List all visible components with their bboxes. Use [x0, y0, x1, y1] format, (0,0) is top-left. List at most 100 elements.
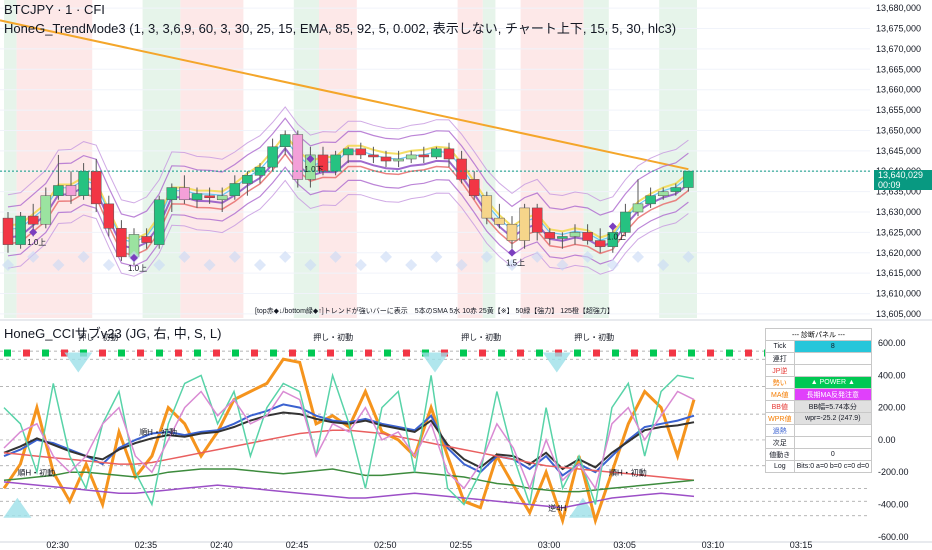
price-axis-label-0: 13,680,000 [876, 3, 921, 13]
candle-body-30 [380, 156, 392, 162]
cci-signal-square-7 [137, 349, 144, 357]
candle-body-29 [368, 154, 379, 158]
cci-signal-label-2: 押し・初動 [461, 332, 501, 342]
candle-50 [632, 179, 644, 217]
cci-signal-label-5: 順H・初動 [17, 467, 55, 477]
cci-signal-label-6: 順H・初動 [609, 467, 647, 477]
candle-12 [153, 195, 165, 249]
price-axis-label-11: 13,625,000 [876, 227, 921, 237]
candle-body-13 [166, 187, 178, 201]
price-axis-label-14: 13,610,000 [876, 289, 921, 299]
candle-36 [456, 150, 467, 184]
candle-body-49 [620, 211, 631, 233]
cci-signal-square-31 [593, 349, 600, 357]
indicator-legend-trendmode[interactable]: HoneG_TrendMode3 (1, 3, 3,6,9, 60, 3, 30… [4, 21, 677, 36]
indicator-legend-cci[interactable]: HoneG_CCIサブv23 (JG, 右, 中, S, L) [4, 326, 222, 341]
bar-annotation-4: 1.0上 [607, 232, 626, 241]
trend-diamond-8 [102, 259, 115, 271]
panel-row: Tick 8 [765, 340, 873, 353]
time-axis-label-0: 02:30 [46, 540, 69, 550]
candle-body-28 [355, 148, 367, 156]
cci-signal-square-1 [23, 349, 30, 357]
trend-diamond-4 [52, 259, 65, 271]
cci-signal-square-28 [536, 349, 543, 357]
time-axis-label-2: 02:40 [210, 540, 233, 550]
candle-body-2 [27, 215, 39, 225]
candle-body-1 [15, 215, 26, 245]
trend-diamond-14 [178, 250, 191, 263]
panel-key: MA値 [765, 388, 795, 401]
candle-body-46 [582, 232, 593, 241]
cci-signal-square-17 [327, 349, 334, 357]
candle-body-12 [153, 199, 165, 245]
candle-26 [330, 150, 341, 176]
annotation-marker-4 [608, 222, 617, 231]
cci-signal-label-1: 押し・初動 [313, 332, 353, 342]
trend-band-3 [180, 0, 244, 318]
candle-8 [103, 195, 115, 237]
candle-39 [494, 203, 505, 229]
panel-title: --- 診断パネル --- [765, 328, 872, 341]
cci-triangle-4 [568, 497, 597, 518]
price-axis-label-6: 13,650,000 [876, 125, 921, 135]
candle-15 [191, 187, 203, 208]
candle-0 [2, 212, 14, 253]
cci-signal-square-21 [403, 349, 410, 357]
candle-body-9 [116, 228, 127, 258]
candle-body-48 [607, 232, 619, 247]
candle-body-21 [267, 146, 278, 168]
time-axis-label-3: 02:45 [286, 540, 309, 550]
cci-signal-square-5 [99, 349, 106, 357]
panel-value: wpr=-25.2 (247.9) [793, 412, 873, 425]
cci-series-5 [3, 481, 695, 509]
candle-body-47 [594, 240, 606, 247]
cci-signal-label-0: 押し・初動 [78, 332, 118, 342]
candle-body-27 [342, 148, 354, 156]
candle-body-54 [683, 170, 694, 188]
candle-9 [116, 220, 127, 261]
candle-body-8 [103, 203, 115, 229]
cci-triangle-2 [542, 352, 571, 373]
candle-body-16 [204, 195, 215, 198]
candle-body-6 [78, 170, 89, 196]
panel-row: MA値 長期MA反発注意 [765, 388, 873, 401]
time-axis-label-7: 03:05 [613, 540, 636, 550]
candle-1 [15, 212, 26, 249]
candle-43 [544, 228, 556, 245]
candle-49 [620, 203, 631, 237]
candle-body-44 [557, 236, 568, 239]
panel-value: BB幅=5.74本分 [793, 400, 873, 413]
candle-44 [557, 232, 568, 249]
cci-signal-square-3 [61, 349, 68, 357]
panel-row: 勢い ▲ POWER ▲ [765, 376, 873, 389]
cci-axis-label-1: 400.00 [878, 370, 906, 380]
trend-diamond-18 [228, 250, 241, 263]
bb-upper-2 [7, 106, 689, 204]
last-price-tag: 13,640,029 00:09 [874, 170, 932, 190]
trend-band-9 [583, 0, 609, 318]
trend-diamond-16 [203, 259, 216, 271]
annotation-marker-0 [29, 228, 38, 237]
bar-countdown: 00:09 [878, 180, 901, 190]
time-axis-label-4: 02:50 [374, 540, 397, 550]
candle-35 [443, 142, 455, 168]
trend-band-2 [142, 0, 181, 318]
candle-17 [216, 187, 228, 212]
candle-body-36 [456, 158, 467, 180]
candle-46 [582, 224, 593, 245]
trend-band-10 [659, 0, 697, 318]
trend-diamond-50 [632, 250, 644, 263]
candle-3 [40, 187, 52, 229]
ma-125-line [0, 19, 689, 171]
trend-diamond-24 [304, 259, 317, 271]
panel-row: 次足 [765, 436, 873, 449]
candle-body-35 [443, 148, 455, 160]
indicator-note: [top赤◆↓/bottom緑◆↑]トレンドが強いバーに表示 5本のSMA 5水… [255, 308, 614, 315]
panel-value: 長期MA反発注意 [793, 388, 873, 401]
candle-29 [368, 146, 379, 164]
cci-signal-square-20 [384, 349, 391, 357]
cci-signal-square-6 [118, 349, 125, 357]
symbol-title[interactable]: BTCJPY · 1 · CFI [4, 2, 105, 17]
